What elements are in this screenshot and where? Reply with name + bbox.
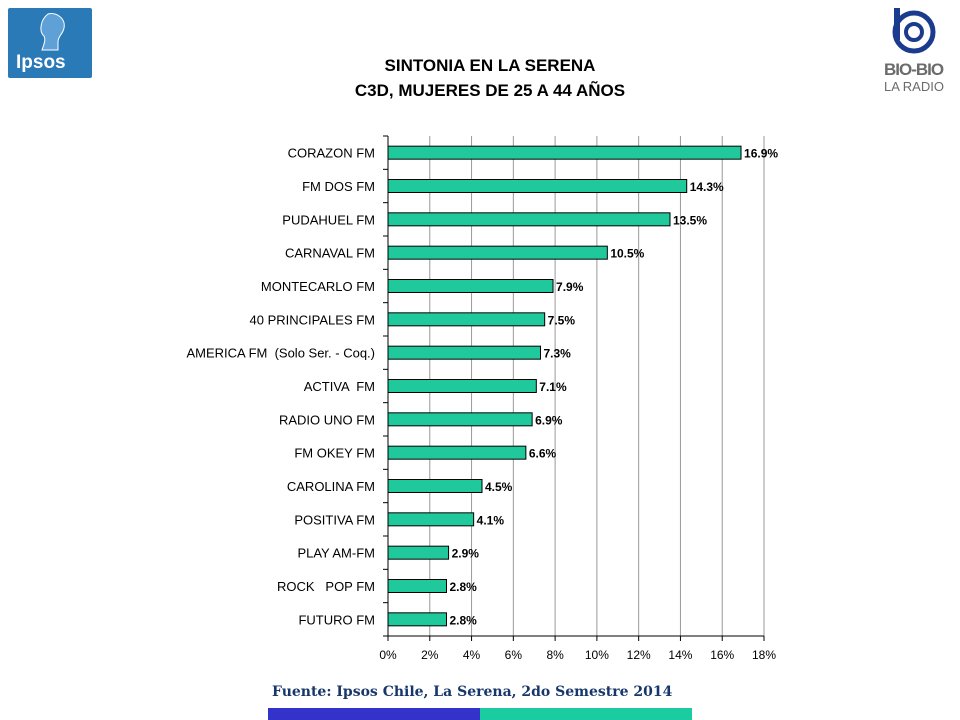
data-label: 13.5% [673,213,707,227]
chart-subtitle: C3D, MUJERES DE 25 A 44 AÑOS [354,81,626,100]
x-tick-label: 18% [752,648,776,662]
x-tick-label: 10% [585,648,609,662]
data-label: 6.9% [535,413,563,427]
x-tick-label: 12% [627,648,651,662]
category-label: POSITIVA FM [294,512,375,527]
x-tick-label: 8% [546,648,564,662]
chart-title: SINTONIA EN LA SERENA [384,56,596,75]
bar [387,145,742,160]
category-label: FM OKEY FM [294,446,375,461]
bar [387,412,533,427]
bar [387,612,447,627]
data-label: 10.5% [610,247,644,261]
biobio-symbol-icon [892,8,936,54]
bar [387,279,554,293]
category-label: CORAZON FM [288,146,375,161]
data-label: 7.1% [539,380,567,394]
biobio-name: BIO-BIO [884,60,944,79]
category-label: MONTECARLO FM [261,279,375,294]
ipsos-head-icon [40,13,65,51]
category-label: CARNAVAL FM [285,246,375,261]
category-label: 40 PRINCIPALES FM [250,312,375,327]
bar [387,379,537,393]
biobio-subtitle: LA RADIO [884,79,944,94]
bar [387,512,475,527]
bar [387,345,541,360]
biobio-logo: BIO-BIO LA RADIO [878,4,952,100]
ipsos-logo: Ipsos [8,8,92,78]
x-tick-label: 4% [463,648,481,662]
ipsos-logo-text: Ipsos [16,52,66,73]
category-label: ACTIVA FM [304,379,375,394]
data-label: 6.6% [529,447,557,461]
category-label: PUDAHUEL FM [282,212,375,227]
category-label: PLAY AM-FM [297,546,375,561]
footer-bar-teal [480,708,692,720]
data-label: 7.3% [543,347,571,361]
x-tick-label: 0% [379,648,397,662]
bar [387,245,608,260]
x-tick-label: 2% [421,648,439,662]
category-label: RADIO UNO FM [279,412,375,427]
category-label: FM DOS FM [302,179,375,194]
bar [387,179,688,193]
data-label: 7.5% [548,313,576,327]
data-label: 16.9% [744,147,778,161]
bar [387,212,671,227]
x-tick-label: 14% [668,648,692,662]
data-label: 14.3% [690,180,724,194]
category-label: FUTURO FM [298,612,375,627]
data-label: 2.8% [449,613,477,627]
data-label: 2.8% [449,580,477,594]
bar [387,545,450,560]
x-tick-label: 16% [710,648,734,662]
x-tick-label: 6% [505,648,523,662]
footer-bar-blue [268,708,480,720]
category-label: CAROLINA FM [287,479,375,494]
bar [387,579,447,593]
bar [387,312,546,327]
bar [387,479,483,493]
data-label: 4.1% [477,513,505,527]
category-label: AMERICA FM (Solo Ser. - Coq.) [186,346,375,361]
data-label: 2.9% [452,547,480,561]
data-label: 7.9% [556,280,584,294]
bar [387,445,527,460]
category-label: ROCK POP FM [277,579,375,594]
data-label: 4.5% [485,480,513,494]
source-note: Fuente: Ipsos Chile, La Serena, 2do Seme… [272,684,673,700]
